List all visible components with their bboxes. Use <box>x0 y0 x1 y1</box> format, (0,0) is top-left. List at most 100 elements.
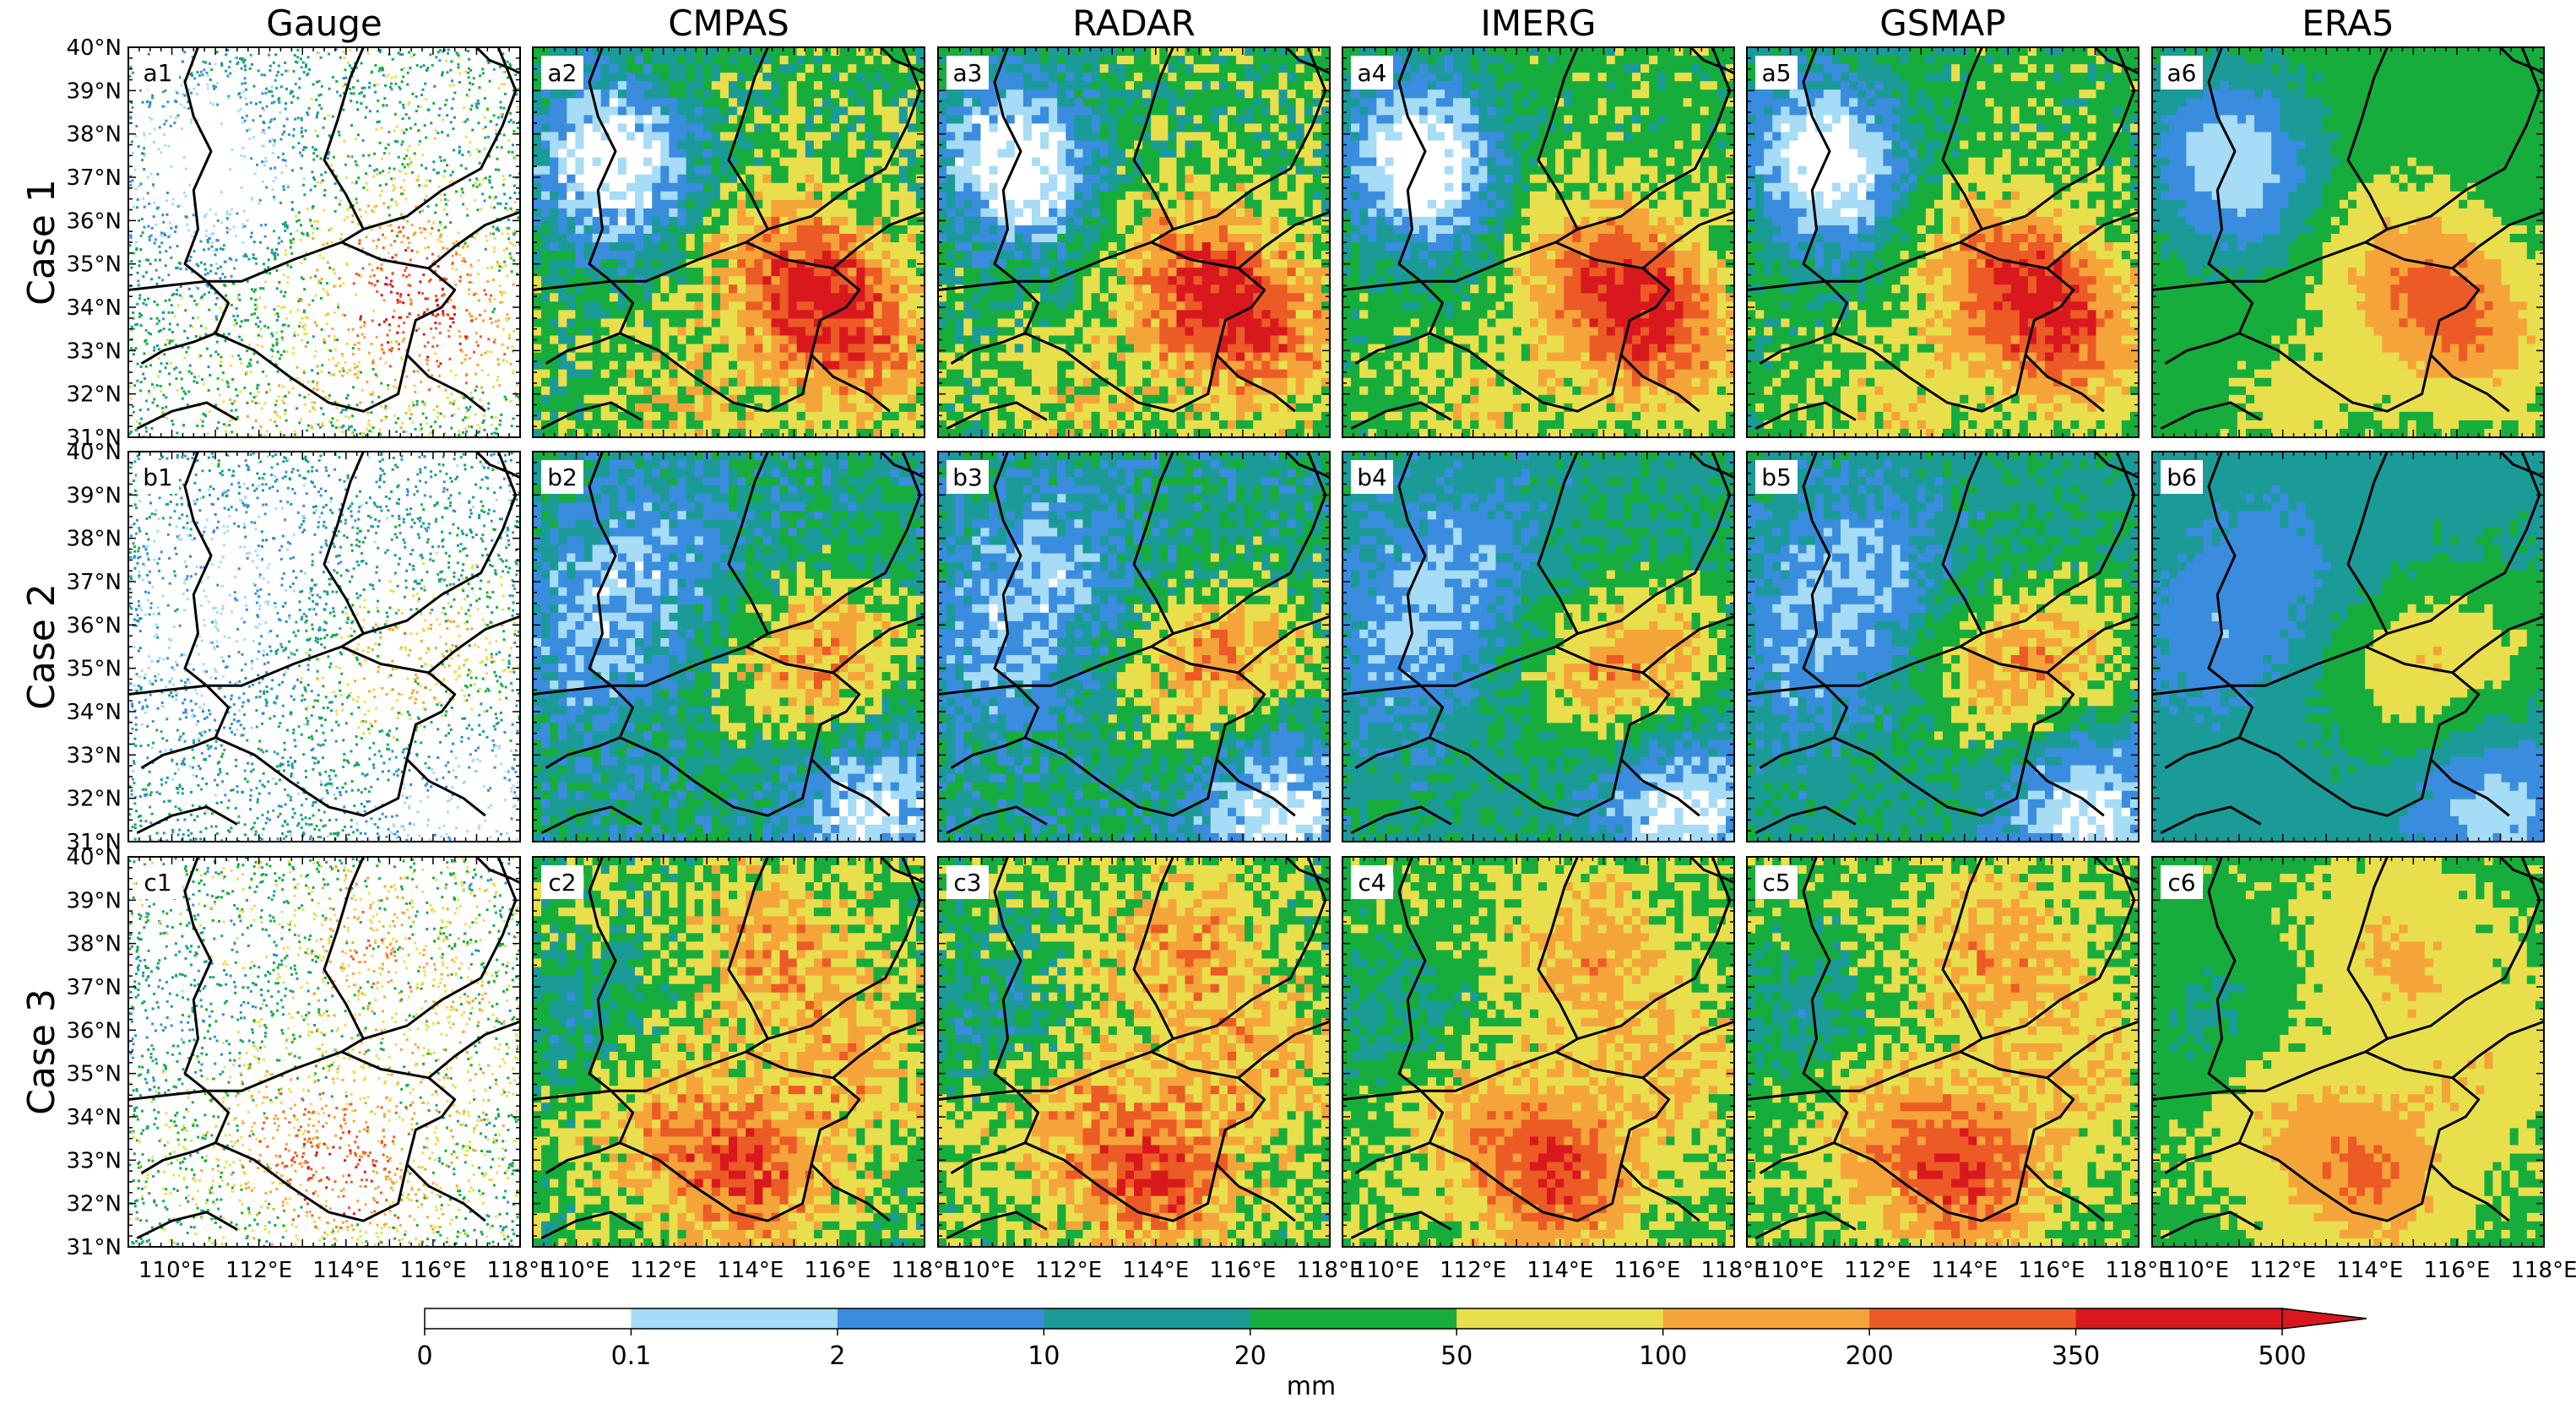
colorbar-tick-label: 350 <box>2052 1341 2100 1371</box>
x-tick-label: 116°E <box>804 1258 870 1283</box>
panel-tag: a1 <box>137 56 179 89</box>
precip-field <box>533 47 925 437</box>
x-tick-label: 112°E <box>2249 1258 2316 1283</box>
y-tick-label: 35°N <box>66 1062 122 1087</box>
x-tick-labels: 110°E 112°E 114°E 116°E 118°E <box>1757 1258 2172 1283</box>
y-tick-label: 35°N <box>66 252 122 278</box>
precip-field <box>533 857 925 1247</box>
y-tick-label: 40°N <box>66 440 122 465</box>
x-tick-label: 112°E <box>630 1258 697 1283</box>
province-boundaries <box>938 452 1330 835</box>
column-title-imerg: IMERG <box>1481 3 1597 44</box>
panel-tag-label: c1 <box>144 869 171 897</box>
y-tick-label: 32°N <box>66 1192 122 1217</box>
map-panel-c5: c5 110°E 112°E 114°E 116°E 118°E <box>1746 856 2172 1283</box>
map-panel-a4: a4 <box>1342 46 1735 438</box>
precip-field <box>1342 47 1734 437</box>
y-tick-label: 39°N <box>66 888 122 913</box>
panel-tag: a4 <box>1351 56 1393 89</box>
y-tick-label: 36°N <box>66 613 122 638</box>
y-tick-label: 36°N <box>66 1018 122 1043</box>
frame-ticks <box>127 46 521 438</box>
x-tick-label: 118°E <box>486 1258 553 1283</box>
panel-tag: b6 <box>2161 460 2203 494</box>
x-tick-label: 116°E <box>399 1258 466 1283</box>
x-tick-label: 110°E <box>1353 1258 1419 1283</box>
panel-row-case-2: b1 31°N 32°N 33°N 34°N 35°N 36°N 37°N 38°N 39°N 40… <box>66 440 2545 855</box>
colorbar-segment <box>1044 1308 1251 1329</box>
colorbar-tick-label: 2 <box>829 1341 845 1371</box>
x-tick-label: 118°E <box>1296 1258 1363 1283</box>
colorbar-tick-label: 20 <box>1234 1341 1266 1371</box>
x-tick-labels: 110°E 112°E 114°E 116°E 118°E <box>138 1258 554 1283</box>
column-title-gsmap: GSMAP <box>1879 3 2006 44</box>
panel-tag: c4 <box>1351 865 1393 899</box>
precip-field <box>938 452 1330 842</box>
y-tick-label: 38°N <box>66 122 122 148</box>
precip-field <box>128 452 520 842</box>
province-boundaries <box>1342 47 1734 431</box>
precip-field <box>2152 452 2544 842</box>
panel-tag: b4 <box>1351 460 1393 494</box>
x-tick-label: 110°E <box>948 1258 1015 1283</box>
panel-row-case-1: a1 31°N 32°N 33°N 34°N 35°N 36°N 37°N 38°N 39°N 40… <box>66 35 2545 451</box>
map-panel-c4: c4 110°E 112°E 114°E 116°E 118°E <box>1342 856 1768 1283</box>
x-tick-labels: 110°E 112°E 114°E 116°E 118°E <box>1353 1258 1768 1283</box>
panel-tag: a3 <box>946 56 989 89</box>
precip-field <box>128 47 520 437</box>
colorbar-segments <box>424 1308 2367 1330</box>
panel-tag-label: b6 <box>2167 463 2197 491</box>
precip-field <box>1342 452 1734 842</box>
colorbar-segment <box>1869 1308 2077 1329</box>
frame-ticks <box>2151 451 2545 842</box>
colorbar-segment <box>425 1308 632 1329</box>
frame-ticks <box>532 46 925 438</box>
x-tick-label: 114°E <box>2336 1258 2403 1283</box>
panel-row-case-3: c1 31°N 32°N 33°N 34°N 35°N 36°N 37°N 38°N 39°N 40… <box>66 845 2576 1283</box>
precip-field <box>938 857 1330 1247</box>
column-title-cmpas: CMPAS <box>668 3 789 44</box>
panel-tag: b1 <box>137 460 179 494</box>
precip-field <box>2152 857 2544 1247</box>
x-tick-label: 116°E <box>2018 1258 2085 1283</box>
frame-ticks <box>1746 856 2139 1248</box>
precip-field <box>533 452 925 842</box>
panel-tag-label: a5 <box>1762 59 1792 87</box>
map-panel-c1: c1 31°N 32°N 33°N 34°N 35°N 36°N 37°N 38°N 39°N 40… <box>66 845 553 1283</box>
x-tick-label: 112°E <box>1035 1258 1102 1283</box>
panel-tag-label: b2 <box>547 463 578 491</box>
panel-tag-label: b5 <box>1761 463 1792 491</box>
y-tick-label: 33°N <box>66 339 122 364</box>
map-panel-c3: c3 110°E 112°E 114°E 116°E 118°E <box>937 856 1364 1283</box>
y-tick-label: 31°N <box>66 830 122 855</box>
x-tick-label: 110°E <box>543 1258 610 1283</box>
frame-ticks <box>937 856 1331 1248</box>
frame-ticks <box>127 856 521 1248</box>
y-tick-label: 34°N <box>66 295 122 321</box>
frame-ticks <box>1746 451 2139 842</box>
colorbar-segment <box>2075 1308 2283 1329</box>
x-tick-label: 112°E <box>1844 1258 1911 1283</box>
panel-tag: b3 <box>946 460 989 494</box>
panel-tag-label: a3 <box>953 59 983 87</box>
y-tick-label: 39°N <box>66 79 122 104</box>
colorbar-segment <box>1250 1308 1457 1329</box>
y-tick-label: 32°N <box>66 382 122 408</box>
y-tick-label: 34°N <box>66 700 122 725</box>
colorbar-tick-label: 10 <box>1028 1341 1060 1371</box>
precip-field <box>2152 47 2544 437</box>
panel-tag-label: a4 <box>1358 59 1387 87</box>
panel-tag-label: a6 <box>2167 59 2197 87</box>
frame-ticks <box>1342 451 1735 842</box>
map-panel-b1: b1 31°N 32°N 33°N 34°N 35°N 36°N 37°N 38°N 39°N 40… <box>66 440 521 855</box>
panel-tag: a2 <box>541 56 583 89</box>
province-boundaries <box>533 857 925 1240</box>
panel-tag: b2 <box>541 460 583 494</box>
y-tick-labels: 31°N 32°N 33°N 34°N 35°N 36°N 37°N 38°N 39°N 40°N <box>66 35 122 451</box>
map-panel-a5: a5 <box>1746 46 2139 438</box>
panel-tag-label: a1 <box>144 59 173 87</box>
x-tick-label: 118°E <box>2105 1258 2172 1283</box>
y-tick-label: 40°N <box>66 35 122 61</box>
y-tick-label: 39°N <box>66 483 122 508</box>
y-tick-label: 38°N <box>66 932 122 957</box>
